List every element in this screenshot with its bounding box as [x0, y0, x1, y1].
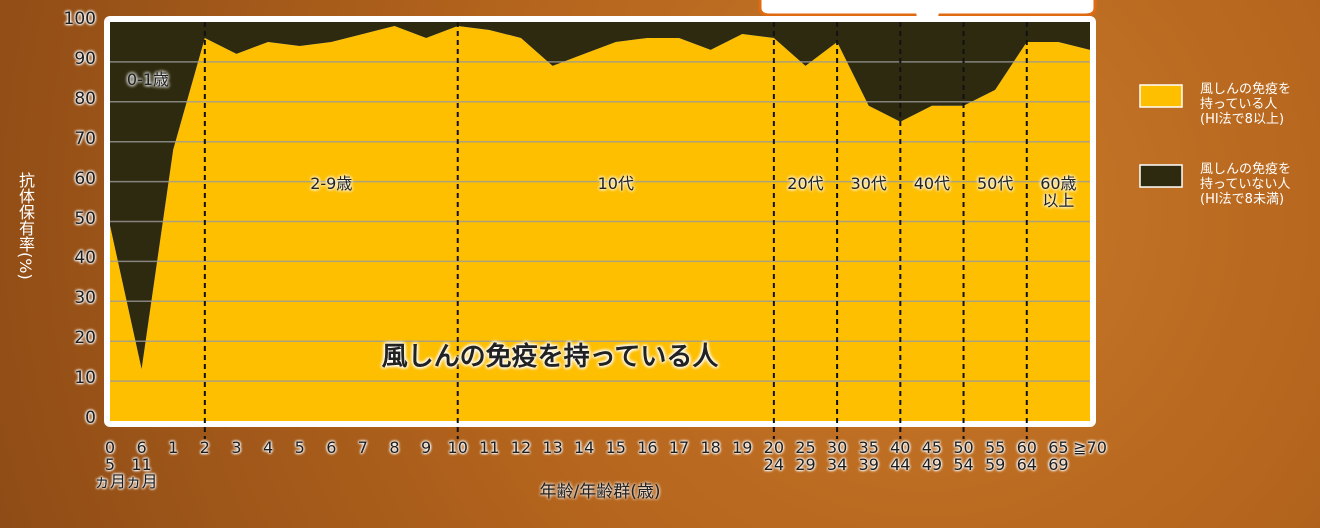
group-label: 60歳 以上 [1018, 176, 1098, 210]
page: 抗体保有率(%) 年齢/年齢群(歳) 風しんの免疫を持っている人 0 10 20 30… [0, 0, 1320, 528]
legend-label: 風しんの免疫を 持っていない人 (HI法で8未満) [1200, 163, 1318, 208]
y-tick-label: 0 [60, 410, 96, 428]
x-axis-label: 年齢/年齢群(歳) [470, 484, 730, 502]
legend-swatch [1140, 165, 1182, 187]
y-tick-label: 20 [60, 330, 96, 348]
y-tick-label: 70 [60, 131, 96, 149]
y-tick-label: 40 [60, 250, 96, 268]
y-tick-label: 10 [60, 370, 96, 388]
y-tick-label: 50 [60, 211, 96, 229]
y-axis-label: 抗体保有率(%) [14, 172, 36, 280]
group-label: 2-9歳 [291, 176, 371, 193]
group-label: 10代 [576, 176, 656, 193]
area-annotation: 風しんの免疫を持っている人 [300, 344, 800, 371]
legend-swatch [1140, 85, 1182, 107]
x-tick-label: ≧70 [1070, 440, 1110, 457]
y-tick-label: 30 [60, 290, 96, 308]
legend-label: 風しんの免疫を 持っている人 (HI法で8以上) [1200, 83, 1318, 128]
y-tick-label: 90 [60, 51, 96, 69]
y-tick-label: 60 [60, 171, 96, 189]
y-tick-label: 100 [60, 11, 96, 29]
y-tick-label: 80 [60, 91, 96, 109]
group-label: 0-1歳 [108, 72, 188, 89]
